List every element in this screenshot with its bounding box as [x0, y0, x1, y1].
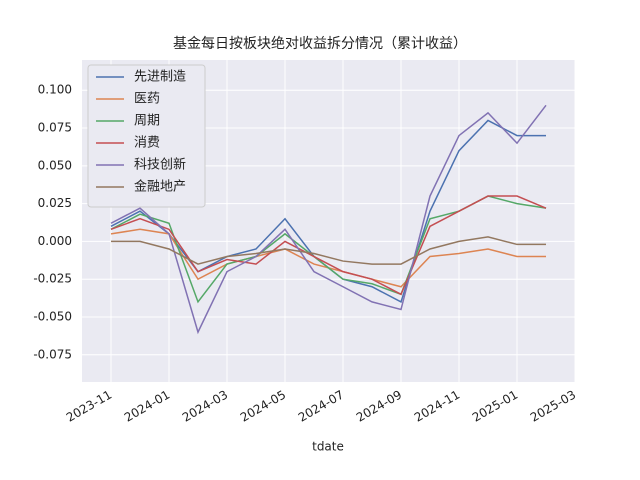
x-tick-label: 2024-09 — [354, 388, 404, 425]
x-tick-label: 2023-11 — [64, 388, 114, 425]
x-tick-label: 2024-05 — [238, 388, 288, 425]
x-axis-label: tdate — [312, 440, 344, 454]
legend-box — [87, 64, 206, 208]
legend-label: 周期 — [134, 114, 160, 129]
x-tick-label: 2025-03 — [528, 388, 578, 425]
chart-title: 基金每日按板块绝对收益拆分情况（累计收益） — [173, 35, 467, 52]
legend-label: 医药 — [134, 92, 160, 107]
legend-label: 先进制造 — [134, 70, 186, 85]
x-tick-label: 2024-07 — [296, 388, 346, 425]
x-tick-label: 2024-01 — [122, 388, 172, 425]
legend-label: 科技创新 — [134, 157, 186, 173]
y-tick-label: 0.000 — [38, 234, 72, 248]
x-tick-label: 2025-01 — [470, 388, 520, 425]
y-tick-label: -0.050 — [33, 309, 72, 323]
y-tick-label: 0.050 — [38, 158, 72, 172]
y-tick-label: -0.025 — [33, 272, 72, 286]
series-line — [111, 236, 546, 265]
series-line — [110, 195, 547, 296]
x-tick-label: 2024-11 — [412, 388, 462, 425]
series-line — [110, 104, 547, 335]
y-tick-label: 0.025 — [38, 196, 72, 210]
y-tick-label: 0.075 — [38, 121, 72, 135]
y-tick-label: -0.075 — [33, 347, 72, 361]
legend-label: 金融地产 — [134, 179, 186, 195]
y-tick-label: 0.100 — [38, 83, 72, 97]
x-tick-label: 2024-03 — [180, 388, 230, 425]
legend-label: 消费 — [134, 136, 160, 151]
